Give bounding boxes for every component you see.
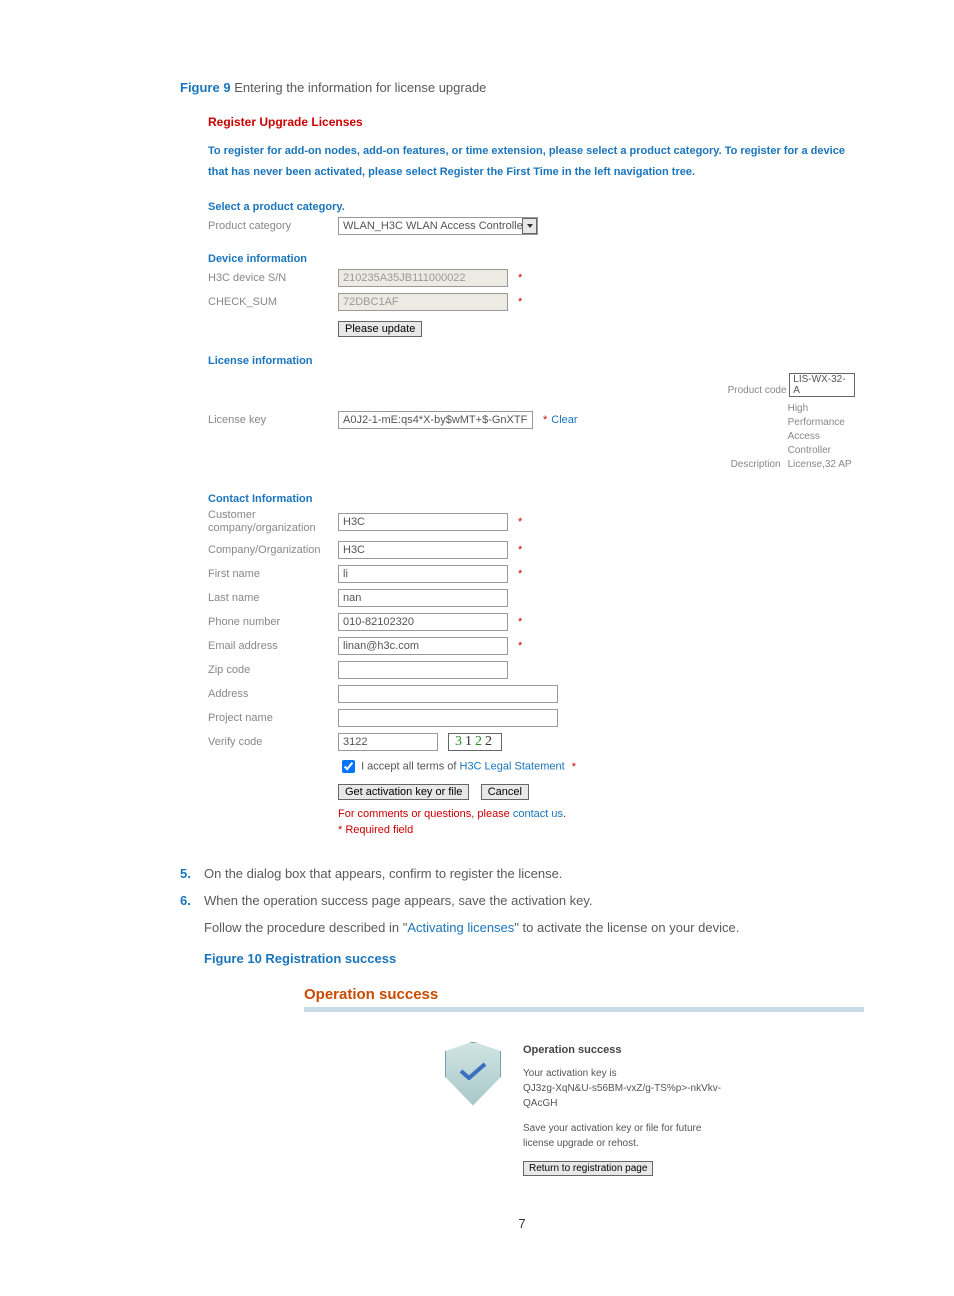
req-license-key: * (543, 414, 547, 426)
req-first-name: * (518, 568, 522, 580)
input-project[interactable] (338, 709, 558, 727)
input-license-key[interactable] (338, 411, 533, 429)
req-customer-org: * (518, 516, 522, 528)
input-device-sn[interactable] (338, 269, 508, 287)
section-device-info: Device information (208, 253, 864, 265)
step-5-text: On the dialog box that appears, confirm … (204, 864, 864, 885)
terms-checkbox[interactable] (342, 760, 355, 773)
label-company-org: Company/Organization (208, 544, 338, 556)
req-email: * (518, 640, 522, 652)
activation-key-value: QJ3zg-XqN&U-s56BM-vxZ/g-TS%p>-nkVkv-QAcG… (523, 1083, 721, 1109)
input-first-name[interactable] (338, 565, 508, 583)
figure10-label: Figure 10 (204, 951, 262, 966)
figure9-label: Figure 9 (180, 80, 231, 95)
label-first-name: First name (208, 568, 338, 580)
label-last-name: Last name (208, 592, 338, 604)
cancel-button[interactable]: Cancel (481, 784, 529, 800)
follow-suffix: " to activate the license on your device… (514, 920, 739, 935)
label-license-key: License key (208, 414, 338, 426)
page-number: 7 (180, 1216, 864, 1231)
terms-link[interactable]: H3C Legal Statement (460, 761, 565, 773)
register-intro: To register for add-on nodes, add-on fea… (208, 141, 864, 183)
required-note: * Required field (338, 824, 413, 836)
get-activation-button[interactable]: Get activation key or file (338, 784, 469, 800)
figure10-text: Registration success (265, 951, 396, 966)
req-device-sn: * (518, 272, 522, 284)
label-description: Description (731, 459, 781, 470)
operation-success-heading: Operation success (304, 986, 864, 1003)
please-update-button[interactable]: Please update (338, 321, 422, 337)
label-product-code: Product code (728, 385, 787, 396)
req-phone: * (518, 616, 522, 628)
label-customer-org: Customer company/organization (208, 509, 338, 535)
label-product-category: Product category (208, 220, 338, 232)
input-verify[interactable] (338, 733, 438, 751)
clear-link[interactable]: Clear (551, 414, 577, 426)
label-address: Address (208, 688, 338, 700)
req-company-org: * (518, 544, 522, 556)
figure10-caption: Figure 10 Registration success (204, 951, 864, 966)
step-5-number: 5. (180, 864, 204, 885)
section-select-category: Select a product category. (208, 201, 864, 213)
req-check-sum: * (518, 296, 522, 308)
input-company-org[interactable] (338, 541, 508, 559)
contact-us-link[interactable]: contact us (513, 808, 563, 820)
input-customer-org[interactable] (338, 513, 508, 531)
success-shield-icon (445, 1042, 501, 1106)
activating-licenses-link[interactable]: Activating licenses (407, 920, 514, 935)
save-key-message: Save your activation key or file for fut… (523, 1121, 723, 1151)
follow-prefix: Follow the procedure described in " (204, 920, 407, 935)
label-phone: Phone number (208, 616, 338, 628)
return-registration-button[interactable]: Return to registration page (523, 1161, 653, 1176)
label-check-sum: CHECK_SUM (208, 296, 338, 308)
value-description: High Performance Access Controller Licen… (788, 403, 852, 470)
select-product-category[interactable] (338, 217, 538, 235)
input-last-name[interactable] (338, 589, 508, 607)
figure9-text: Entering the information for license upg… (234, 80, 486, 95)
input-phone[interactable] (338, 613, 508, 631)
step-6-number: 6. (180, 891, 204, 912)
divider-bar (304, 1007, 864, 1012)
captcha-image: 3122 (448, 733, 502, 751)
section-license-info: License information (208, 355, 864, 367)
label-verify: Verify code (208, 736, 338, 748)
label-device-sn: H3C device S/N (208, 272, 338, 284)
input-check-sum[interactable] (338, 293, 508, 311)
operation-success-subtitle: Operation success (523, 1042, 723, 1059)
section-contact-info: Contact Information (208, 493, 864, 505)
comments-prefix: For comments or questions, please (338, 808, 513, 820)
value-product-code: LIS-WX-32-A (789, 373, 855, 397)
register-title: Register Upgrade Licenses (208, 115, 864, 129)
label-email: Email address (208, 640, 338, 652)
input-zip[interactable] (338, 661, 508, 679)
req-terms: * (572, 761, 576, 773)
step-6-text: When the operation success page appears,… (204, 891, 864, 912)
figure9-caption: Figure 9 Entering the information for li… (180, 80, 864, 95)
label-zip: Zip code (208, 664, 338, 676)
terms-prefix: I accept all terms of (361, 761, 459, 773)
label-project: Project name (208, 712, 338, 724)
input-email[interactable] (338, 637, 508, 655)
input-address[interactable] (338, 685, 558, 703)
activation-key-intro: Your activation key is (523, 1068, 617, 1079)
